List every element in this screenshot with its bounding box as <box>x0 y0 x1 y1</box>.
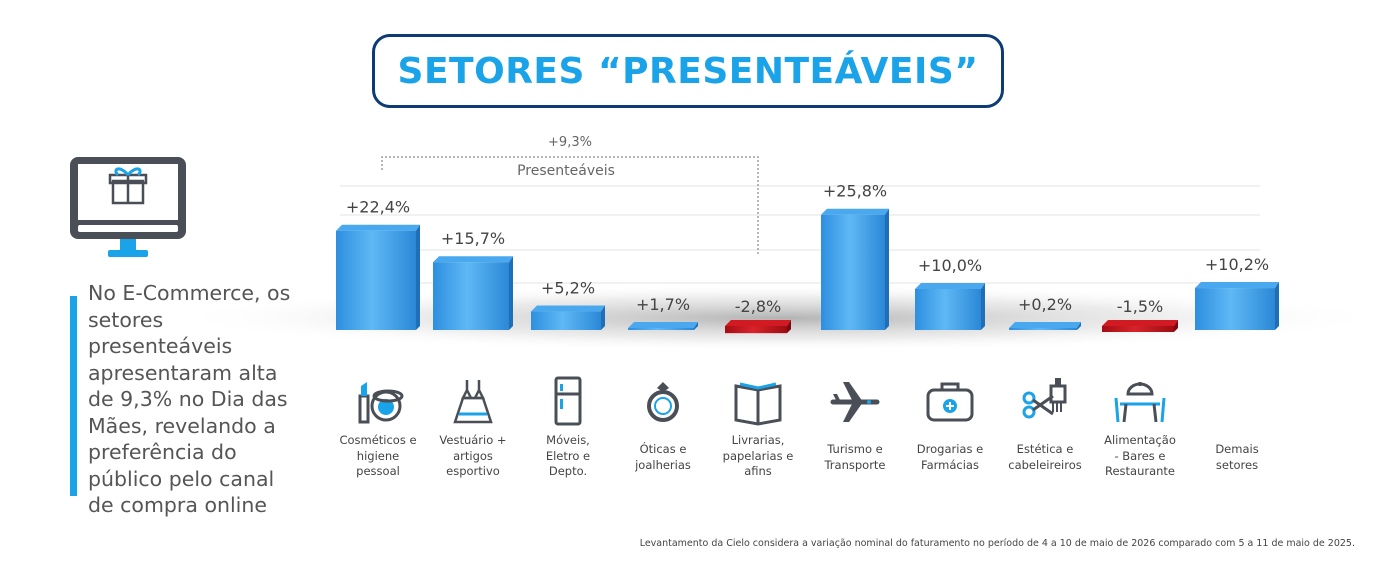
computer-gift-icon <box>70 157 186 257</box>
group-bracket: +9,3% Presenteáveis <box>381 135 759 255</box>
bar-front <box>821 214 885 330</box>
bar-top <box>628 322 698 328</box>
bar-front <box>1102 326 1174 332</box>
value-label-4: +1,7% <box>636 295 690 314</box>
value-label-6: +25,8% <box>823 182 887 201</box>
bar-side <box>885 208 889 330</box>
category-label-4: Óticas e joalherias <box>635 442 691 472</box>
bar-front <box>1009 328 1077 330</box>
bar-4 <box>628 322 698 330</box>
bar-top <box>1009 322 1081 328</box>
bracket-value-label: +9,3% <box>548 135 592 150</box>
bar-chart: +9,3% Presenteáveis +22,4% +15,7% +5,2% +1,7… <box>170 135 1379 352</box>
category-label-9: Alimentação - Bares e Restaurante <box>1104 433 1176 478</box>
value-label-1: +22,4% <box>346 198 410 217</box>
bar-top <box>1102 320 1178 326</box>
bar-2 <box>433 256 513 330</box>
category-label-8: Estética e cabeleireiros <box>1008 442 1082 472</box>
bar-top <box>1195 282 1279 289</box>
bar-side <box>981 283 985 330</box>
bar-front <box>531 311 601 330</box>
bracket-group-label: Presenteáveis <box>517 163 615 179</box>
title-box: SETORES “PRESENTEÁVEIS” <box>372 34 1004 108</box>
bars <box>336 208 1279 334</box>
category-label-3: Móveis, Eletro e Depto. <box>545 433 591 478</box>
dining-table-icon <box>1114 382 1166 423</box>
bar-5 <box>725 320 791 334</box>
bar-side <box>1275 282 1279 330</box>
bar-top <box>821 208 889 215</box>
value-label-10: +10,2% <box>1205 255 1269 274</box>
page-title: SETORES “PRESENTEÁVEIS” <box>397 50 979 92</box>
bar-8 <box>1009 322 1081 330</box>
category-label-5: Livrarias, papelarias e afins <box>722 433 794 478</box>
category-label-6: Turismo e Transporte <box>824 442 886 472</box>
value-label-5: -2,8% <box>735 297 781 316</box>
bar-top <box>531 305 605 312</box>
bar-side <box>1077 322 1081 330</box>
bar-side <box>509 256 513 330</box>
bar-front <box>628 328 694 330</box>
category-label-7: Drogarias e Farmácias <box>916 442 984 472</box>
bar-top <box>725 320 791 326</box>
medical-bag-icon <box>926 382 974 422</box>
bracket-line <box>381 156 759 255</box>
bar-side <box>416 224 420 330</box>
bar-1 <box>336 224 420 330</box>
value-label-3: +5,2% <box>541 279 595 298</box>
bar-top <box>336 224 420 231</box>
bar-10 <box>1195 282 1279 330</box>
fridge-icon <box>554 376 582 426</box>
bar-front <box>336 230 416 330</box>
bar-side <box>601 305 605 330</box>
scissors-comb-icon <box>1022 378 1067 419</box>
bar-front <box>433 262 509 330</box>
accent-bar <box>70 296 77 496</box>
value-label-9: -1,5% <box>1117 297 1163 316</box>
category-label-2: Vestuário + artigos esportivo <box>439 433 507 478</box>
dress-icon <box>453 380 493 424</box>
bar-6 <box>821 208 889 330</box>
ring-icon <box>647 382 679 422</box>
value-label-8: +0,2% <box>1018 295 1072 314</box>
category-label-10: Demais setores <box>1215 442 1259 472</box>
bar-3 <box>531 305 605 330</box>
airplane-icon <box>830 382 880 422</box>
book-icon <box>734 382 782 426</box>
bar-top <box>915 283 985 289</box>
bar-side <box>1174 320 1178 332</box>
bar-7 <box>915 283 985 330</box>
bar-9 <box>1102 320 1178 332</box>
bar-side <box>694 322 698 330</box>
bar-side <box>787 320 791 334</box>
bar-front <box>1195 288 1275 330</box>
value-label-2: +15,7% <box>441 229 505 248</box>
bar-front <box>915 289 981 330</box>
value-labels: +22,4% +15,7% +5,2% +1,7% -2,8% +25,8% +10,0% +… <box>346 182 1269 316</box>
bar-front <box>725 326 787 334</box>
category-label-1: Cosméticos e higiene pessoal <box>339 433 417 478</box>
cosmetics-icon <box>358 382 404 424</box>
bar-top <box>433 256 513 263</box>
value-label-7: +10,0% <box>918 256 982 275</box>
footnote: Levantamento da Cielo considera a variaç… <box>639 538 1355 549</box>
